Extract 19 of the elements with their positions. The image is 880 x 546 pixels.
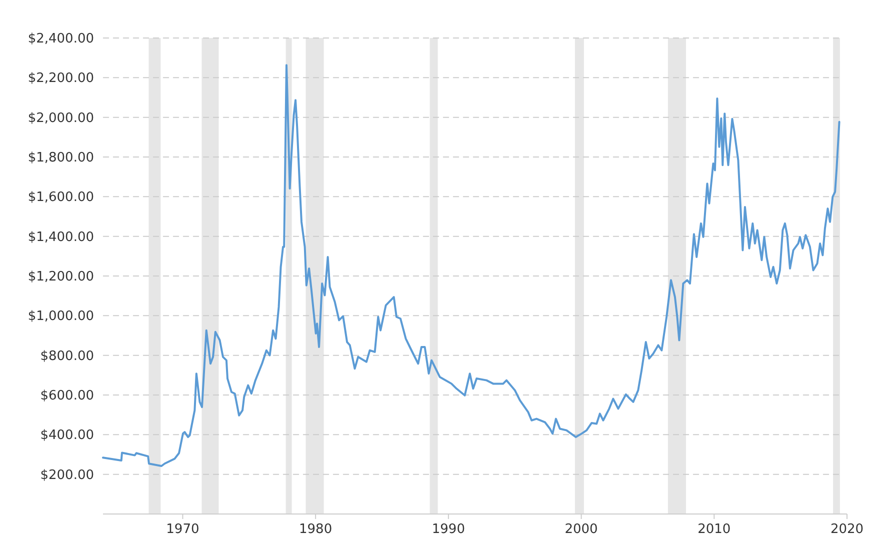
y-tick-label: $600.00 — [40, 388, 94, 404]
y-tick-label: $2,200.00 — [28, 71, 94, 86]
x-tick-label: 1980 — [299, 522, 332, 537]
y-tick-label: $1,400.00 — [28, 230, 94, 245]
x-tick-label: 2020 — [830, 522, 864, 537]
line-series — [102, 64, 840, 468]
x-tick-label: 2000 — [564, 522, 598, 537]
y-tick-label: $400.00 — [40, 428, 94, 444]
y-tick-label: $1,600.00 — [28, 190, 94, 206]
x-tick-label: 1990 — [432, 522, 465, 537]
y-tick-label: $1,800.00 — [28, 150, 94, 166]
y-tick-label: $1,200.00 — [28, 270, 94, 285]
y-tick-label: $800.00 — [40, 348, 94, 364]
y-tick-label: $2,400.00 — [28, 32, 94, 47]
x-tick-label: 2010 — [698, 522, 731, 537]
x-tick-label: 1970 — [166, 522, 200, 537]
y-tick-label: $200.00 — [40, 468, 94, 483]
y-tick-label: $1,000.00 — [28, 309, 94, 324]
y-tick-label: $2,000.00 — [28, 110, 94, 126]
